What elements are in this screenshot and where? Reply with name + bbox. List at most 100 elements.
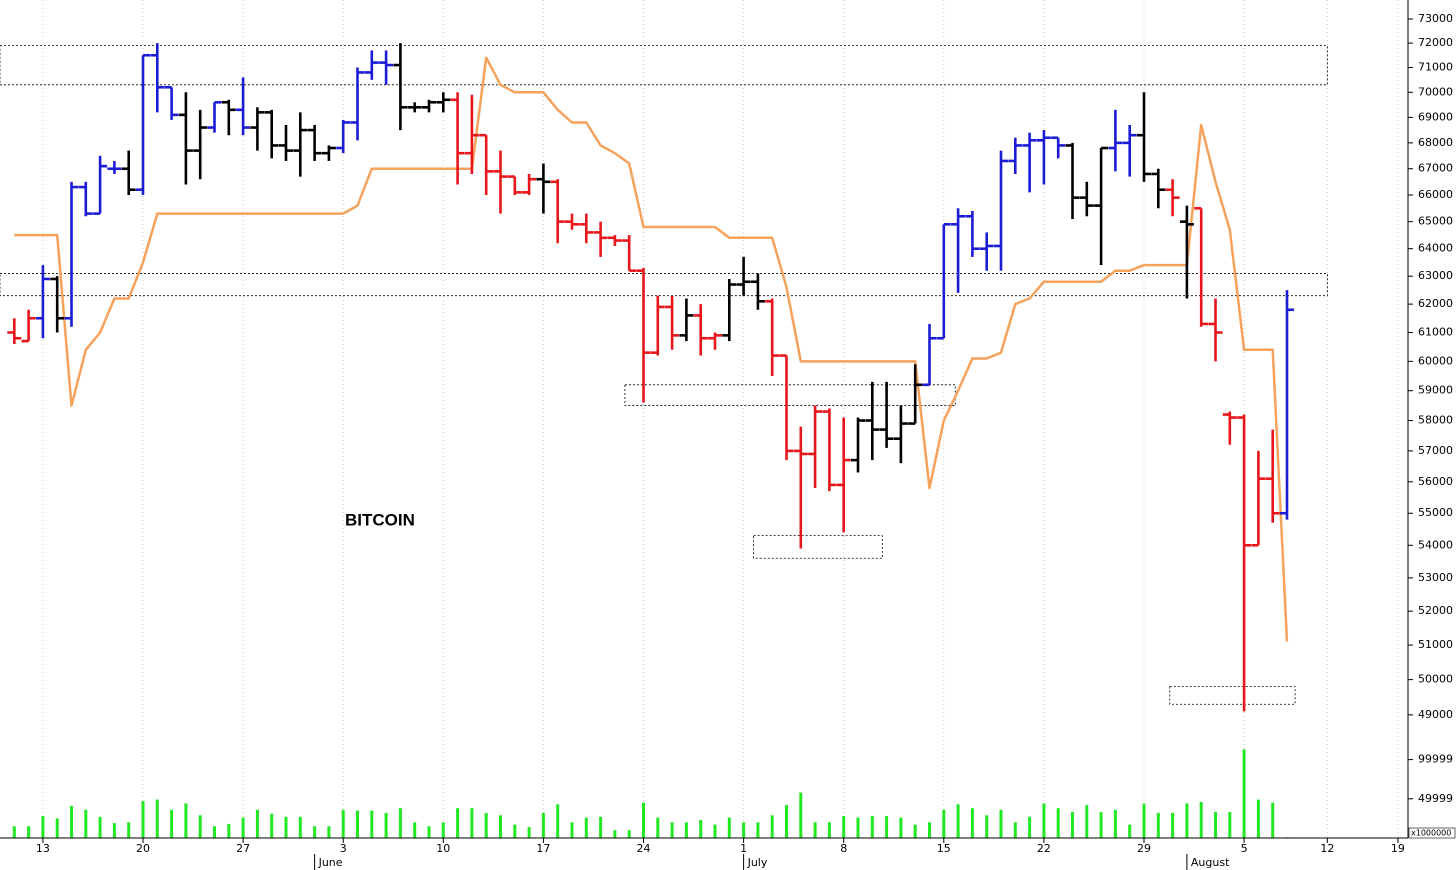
x-tick-label: 1	[740, 842, 747, 855]
volume-bar	[398, 808, 402, 838]
y-tick-label: 72000	[1418, 36, 1453, 49]
volume-unit-label: x1000000	[1411, 829, 1451, 838]
unit-box	[1408, 827, 1456, 839]
volume-bar	[284, 816, 288, 838]
volume-bar	[827, 822, 831, 838]
month-label: June	[318, 856, 343, 869]
volume-bar	[384, 812, 388, 838]
volume-bar	[670, 822, 674, 838]
x-tick-label: 5	[1241, 842, 1248, 855]
volume-bar	[27, 826, 31, 838]
volume-bar	[12, 826, 16, 838]
volume-bar	[1185, 803, 1189, 838]
volume-bar	[513, 824, 517, 838]
volume-bar	[727, 817, 731, 838]
volume-bar	[799, 792, 803, 838]
price-zone	[753, 535, 883, 559]
x-tick-label: 12	[1320, 842, 1334, 855]
volume-bar	[456, 808, 460, 838]
y-tick-label: 60000	[1418, 354, 1453, 367]
volume-bar	[785, 805, 788, 838]
volume-bar	[870, 816, 874, 838]
y-tick-label: 69000	[1418, 110, 1453, 123]
y-tick-label: 58000	[1418, 414, 1453, 427]
volume-bar	[642, 802, 645, 838]
volume-bar	[1156, 812, 1160, 838]
volume-bar	[656, 817, 660, 838]
volume-bar	[856, 817, 860, 838]
volume-bar	[928, 822, 931, 838]
volume-bar	[141, 801, 145, 838]
volume-bar	[313, 826, 317, 838]
volume-bar	[699, 819, 703, 838]
volume-bar	[1071, 812, 1074, 838]
chart-title: BITCOIN	[345, 510, 415, 529]
y-tick-label: 67000	[1418, 162, 1453, 175]
volume-bar	[1214, 812, 1217, 838]
volume-bar	[1271, 802, 1275, 838]
volume-bar	[198, 815, 202, 838]
volume-bar	[556, 804, 560, 838]
y-tick-label: 71000	[1418, 61, 1453, 74]
volume-bar	[885, 816, 889, 838]
volume-bar	[684, 822, 688, 838]
volume-bar	[470, 808, 474, 838]
volume-bar	[942, 809, 946, 838]
volume-bar	[985, 815, 989, 838]
volume-bar	[184, 803, 188, 838]
volume-bar	[341, 809, 345, 838]
volume-bar	[127, 822, 131, 838]
price-zone	[624, 384, 956, 406]
volume-bar	[98, 816, 102, 838]
volume-bar	[1099, 812, 1103, 838]
volume-bar	[227, 823, 231, 838]
y-tick-label: 55000	[1418, 506, 1453, 519]
volume-bar	[1028, 816, 1032, 838]
y-tick-label: 64000	[1418, 242, 1453, 255]
y-tick-label: 56000	[1418, 475, 1453, 488]
volume-bar	[970, 808, 974, 838]
price-zone	[1169, 686, 1296, 705]
price-zone	[0, 273, 1328, 297]
y-tick-label: 65000	[1418, 215, 1453, 228]
volume-bar	[170, 809, 174, 838]
volume-bar	[1171, 812, 1175, 838]
volume-tick-label: 49999	[1418, 792, 1453, 805]
x-tick-label: 13	[36, 842, 50, 855]
volume-bar	[255, 809, 259, 838]
volume-bar	[270, 813, 274, 838]
month-label: July	[747, 856, 768, 869]
volume-bar	[584, 817, 588, 838]
y-tick-label: 52000	[1418, 604, 1453, 617]
y-tick-label: 53000	[1418, 571, 1453, 584]
volume-bar	[599, 816, 603, 838]
volume-tick-label: 99999	[1418, 753, 1453, 766]
month-label: August	[1191, 856, 1230, 869]
volume-bar	[327, 826, 331, 838]
y-tick-label: 70000	[1418, 85, 1453, 98]
y-tick-label: 57000	[1418, 444, 1453, 457]
volume-bar	[55, 818, 59, 838]
volume-bar	[413, 822, 417, 838]
y-tick-label: 61000	[1418, 326, 1453, 339]
volume-bar	[1042, 803, 1046, 838]
volume-bar	[742, 822, 746, 838]
volume-bar	[241, 817, 245, 838]
x-tick-label: 8	[840, 842, 847, 855]
volume-bar	[770, 815, 774, 838]
volume-bar	[541, 812, 545, 838]
volume-bar	[999, 809, 1003, 838]
volume-bar	[1199, 801, 1203, 838]
x-tick-label: 3	[340, 842, 347, 855]
volume-bar	[1056, 808, 1060, 838]
volume-bar	[1242, 749, 1246, 838]
volume-bar	[570, 822, 574, 838]
y-tick-label: 68000	[1418, 136, 1453, 149]
y-tick-label: 59000	[1418, 384, 1453, 397]
volume-bar	[70, 805, 73, 838]
x-tick-label: 29	[1137, 842, 1151, 855]
volume-bar	[41, 816, 45, 838]
x-tick-label: 27	[236, 842, 250, 855]
price-zone	[0, 45, 1328, 86]
